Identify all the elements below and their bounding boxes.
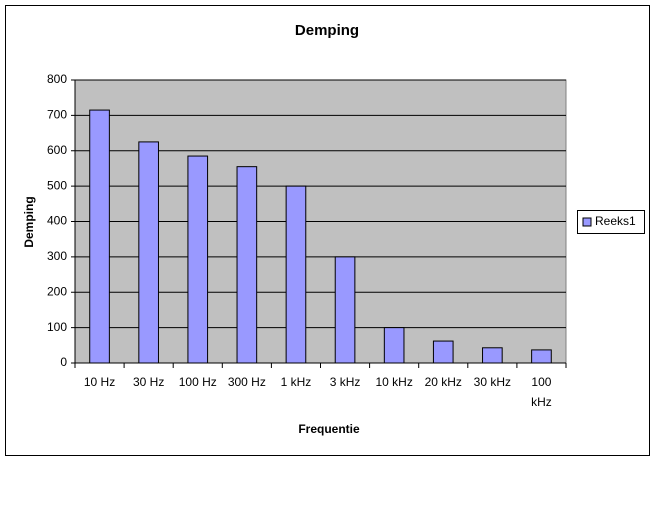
y-tick-label: 300	[47, 249, 67, 263]
x-tick-label: 20 kHz	[425, 375, 462, 389]
bar	[285, 185, 307, 364]
bar	[482, 347, 503, 364]
bar	[89, 109, 110, 364]
bar	[432, 340, 454, 364]
legend-label: Reeks1	[595, 214, 636, 228]
x-axis-label: Frequentie	[298, 422, 360, 436]
y-tick-label: 200	[47, 284, 67, 298]
x-tick-label: 10 Hz	[84, 375, 115, 389]
bar	[531, 349, 552, 364]
y-tick-label: 0	[60, 355, 67, 369]
bar	[138, 141, 159, 364]
legend-box	[577, 210, 645, 234]
x-tick-label: 10 kHz	[375, 375, 412, 389]
x-tick-label: 1 kHz	[281, 375, 312, 389]
bar	[334, 256, 356, 364]
x-tick-label: 300 Hz	[228, 375, 266, 389]
y-tick-label: 400	[47, 214, 67, 228]
bar	[187, 155, 209, 364]
x-tick-label: 3 kHz	[330, 375, 361, 389]
x-tick-label: 100 Hz	[179, 375, 217, 389]
y-tick-label: 100	[47, 320, 67, 334]
y-tick-label: 500	[47, 178, 67, 192]
x-tick-label: 30 Hz	[133, 375, 164, 389]
x-tick-label: 30 kHz	[474, 375, 511, 389]
legend-swatch	[582, 217, 592, 227]
x-tick-label: 100 kHz	[531, 375, 552, 409]
bar	[236, 166, 258, 364]
bar	[383, 327, 405, 364]
y-tick-label: 800	[47, 72, 67, 86]
chart-title: Demping	[295, 22, 359, 39]
y-tick-label: 600	[47, 143, 67, 157]
y-axis-label: Demping	[22, 196, 36, 247]
y-tick-label: 700	[47, 108, 67, 122]
